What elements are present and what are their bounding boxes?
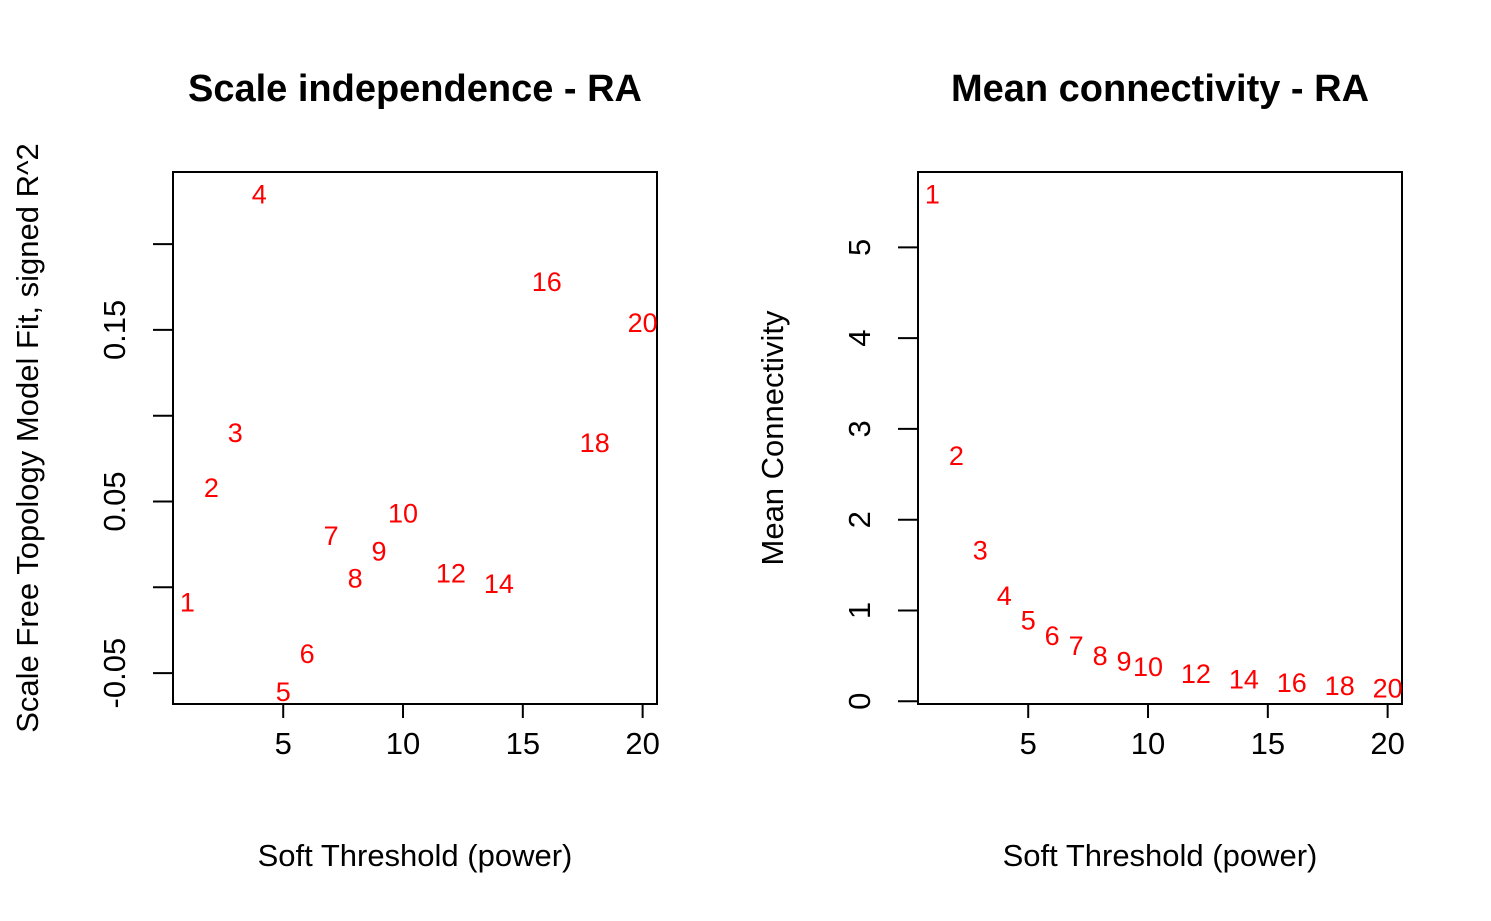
x-tick-label: 20 (1370, 726, 1404, 761)
x-tick-label: 20 (625, 726, 659, 761)
data-point-label: 1 (925, 180, 940, 210)
data-point-label: 12 (1181, 659, 1211, 689)
data-point-label: 2 (949, 441, 964, 471)
data-point-label: 14 (484, 569, 514, 599)
data-point-label: 5 (276, 677, 291, 707)
x-tick-label: 5 (1020, 726, 1037, 761)
data-point-label: 12 (436, 559, 466, 589)
y-tick-label: -0.05 (97, 638, 132, 709)
x-tick-label: 10 (1131, 726, 1165, 761)
data-point-label: 18 (1325, 671, 1355, 701)
data-point-label: 8 (348, 564, 363, 594)
data-point-label: 16 (1277, 668, 1307, 698)
y-axis-ticks: -0.05 0.05 0.15 (97, 243, 173, 709)
data-point-label: 6 (1045, 621, 1060, 651)
x-axis-ticks: 5 10 15 20 (1020, 704, 1405, 761)
x-tick-label: 15 (506, 726, 540, 761)
mean-connectivity-panel: Mean connectivity - RA Soft Threshold (p… (755, 68, 1405, 873)
data-point-label: 8 (1093, 641, 1108, 671)
data-point-label: 9 (1117, 646, 1132, 676)
data-point-label: 4 (252, 179, 267, 209)
plot-frame (917, 171, 1403, 705)
data-point-label: 18 (580, 428, 610, 458)
y-tick-label: 2 (842, 511, 877, 528)
data-point-label: 7 (324, 521, 339, 551)
data-point-label: 2 (204, 473, 219, 503)
scale-independence-panel: Scale independence - RA Soft Threshold (… (10, 68, 660, 873)
y-tick-label: 0 (842, 693, 877, 710)
data-point-label: 10 (1133, 652, 1163, 682)
y-tick-label: 0.15 (97, 300, 132, 360)
x-tick-label: 5 (275, 726, 292, 761)
x-axis-title: Soft Threshold (power) (1003, 838, 1318, 873)
data-point-label: 16 (532, 267, 562, 297)
y-tick-label: 1 (842, 602, 877, 619)
y-tick-label: 5 (842, 239, 877, 256)
x-axis-ticks: 5 10 15 20 (275, 704, 660, 761)
y-axis-ticks: 0 1 2 3 4 5 (842, 239, 918, 710)
y-tick-label: 4 (842, 330, 877, 347)
y-axis-title: Mean Connectivity (755, 310, 790, 566)
plot-frame (172, 171, 658, 705)
data-point-label: 9 (372, 536, 387, 566)
x-axis-title: Soft Threshold (power) (258, 838, 573, 873)
data-point-label: 20 (1373, 674, 1403, 704)
x-tick-label: 10 (386, 726, 420, 761)
data-point-label: 14 (1229, 664, 1259, 694)
data-point-label: 4 (997, 581, 1012, 611)
data-point-label: 3 (973, 536, 988, 566)
data-point-label: 6 (300, 639, 315, 669)
data-point-label: 5 (1021, 605, 1036, 635)
y-tick-label: 3 (842, 420, 877, 437)
data-point-label: 20 (628, 308, 658, 338)
x-tick-label: 15 (1251, 726, 1285, 761)
data-point-label: 1 (180, 588, 195, 618)
chart-title: Mean connectivity - RA (951, 68, 1369, 110)
y-tick-label: 0.05 (97, 471, 132, 531)
data-point-label: 3 (228, 418, 243, 448)
chart-title: Scale independence - RA (188, 68, 642, 110)
y-axis-title: Scale Free Topology Model Fit, signed R^… (10, 143, 45, 733)
data-point-label: 7 (1069, 631, 1084, 661)
data-point-label: 10 (388, 499, 418, 529)
